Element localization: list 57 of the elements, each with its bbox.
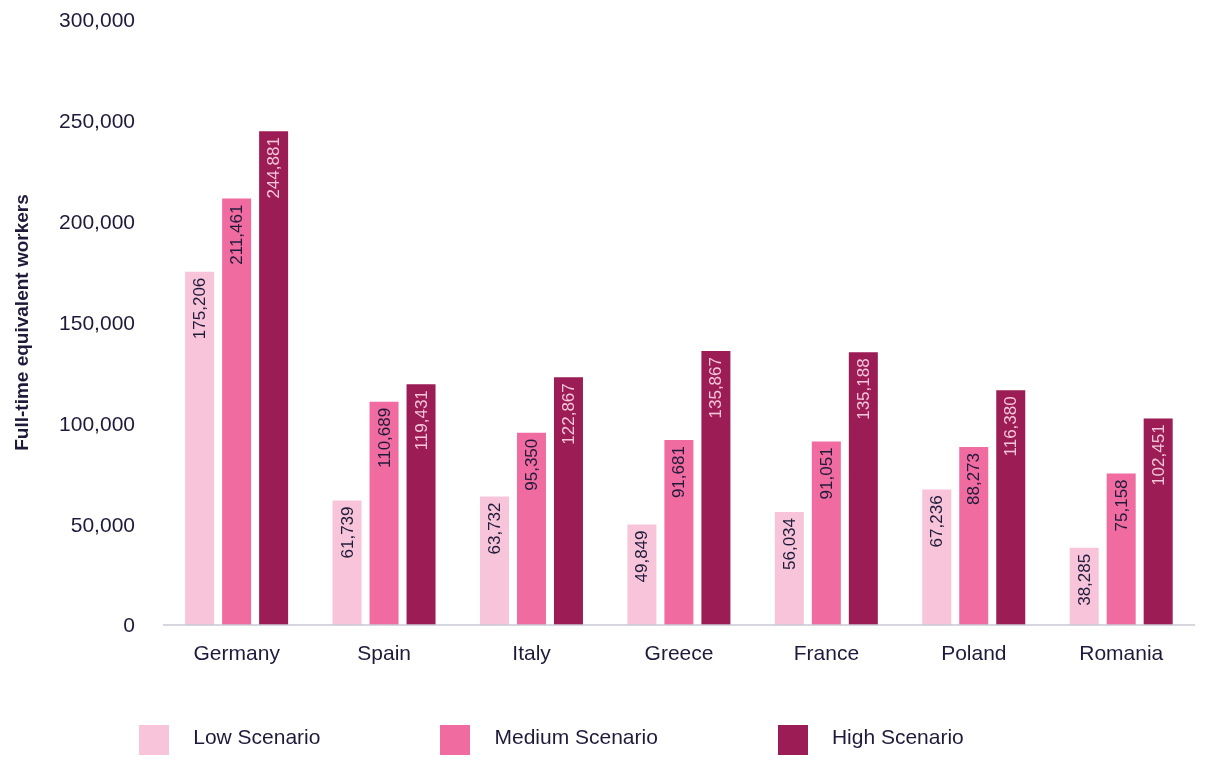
bar: [479, 496, 509, 625]
data-label: 119,431: [411, 390, 431, 451]
data-label: 95,350: [521, 438, 541, 491]
x-tick-label: Greece: [644, 640, 714, 664]
bar: [369, 401, 399, 625]
data-label: 91,681: [669, 446, 689, 499]
bar: [811, 441, 841, 625]
bar: [922, 489, 952, 625]
bar: [222, 198, 252, 625]
y-axis-title: Full-time equivalent workers: [10, 194, 32, 451]
bar: [553, 377, 583, 625]
data-label: 38,285: [1074, 553, 1094, 606]
bar: [259, 131, 289, 625]
data-label: 91,051: [816, 447, 836, 500]
data-label: 102,451: [1148, 424, 1168, 486]
data-label: 211,461: [227, 204, 247, 265]
bar: [406, 384, 436, 625]
data-label: 75,158: [1111, 479, 1131, 532]
data-label: 110,689: [374, 407, 394, 468]
bar: [664, 440, 694, 625]
legend-label: Low Scenario: [193, 725, 321, 749]
data-label: 67,236: [927, 495, 947, 548]
data-label: 116,380: [1001, 396, 1021, 457]
y-tick-label: 0: [123, 613, 135, 637]
legend-label: Medium Scenario: [494, 725, 658, 749]
x-tick-label: France: [793, 640, 860, 664]
y-tick-label: 300,000: [59, 8, 135, 32]
data-label: 63,732: [484, 502, 504, 555]
bar: [701, 351, 731, 625]
bar: [185, 271, 215, 625]
y-tick-label: 200,000: [59, 210, 135, 234]
data-label: 175,206: [190, 277, 210, 340]
bar: [848, 352, 878, 625]
data-label: 61,739: [337, 506, 357, 559]
y-tick-label: 250,000: [59, 109, 135, 133]
y-tick-label: 150,000: [59, 310, 135, 334]
x-tick-label: Romania: [1079, 640, 1164, 664]
x-tick-label: Italy: [512, 640, 552, 664]
y-tick-label: 50,000: [70, 512, 135, 536]
bar: [332, 500, 362, 625]
legend-label: High Scenario: [831, 725, 964, 749]
data-label: 135,188: [853, 358, 873, 420]
bar: [516, 432, 546, 625]
data-label: 56,034: [779, 518, 799, 570]
x-tick-label: Spain: [357, 640, 411, 664]
data-label: 122,867: [558, 383, 578, 445]
bar: [1106, 473, 1136, 625]
data-label: 49,849: [632, 530, 652, 583]
bar: [1143, 418, 1173, 625]
x-tick-label: Germany: [193, 640, 281, 664]
bar: [996, 390, 1026, 625]
x-tick-label: Poland: [941, 640, 1007, 664]
bar: [959, 446, 989, 625]
data-label: 88,273: [964, 452, 984, 505]
data-label: 135,867: [706, 357, 726, 419]
y-tick-label: 100,000: [59, 411, 135, 435]
data-label: 244,881: [264, 137, 284, 199]
